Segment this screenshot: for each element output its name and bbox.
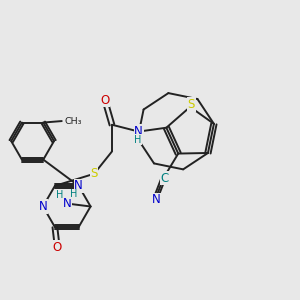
Text: O: O	[52, 241, 62, 254]
Text: N: N	[152, 193, 160, 206]
Text: C: C	[160, 172, 169, 185]
Text: H: H	[70, 189, 77, 199]
Text: N: N	[62, 197, 71, 210]
Text: CH₃: CH₃	[64, 117, 82, 126]
Text: S: S	[90, 167, 98, 180]
Text: S: S	[188, 98, 195, 111]
Text: N: N	[134, 125, 143, 138]
Text: O: O	[100, 94, 110, 106]
Text: H: H	[134, 135, 142, 145]
Text: N: N	[74, 179, 83, 192]
Text: N: N	[39, 200, 47, 213]
Text: H: H	[56, 190, 63, 200]
